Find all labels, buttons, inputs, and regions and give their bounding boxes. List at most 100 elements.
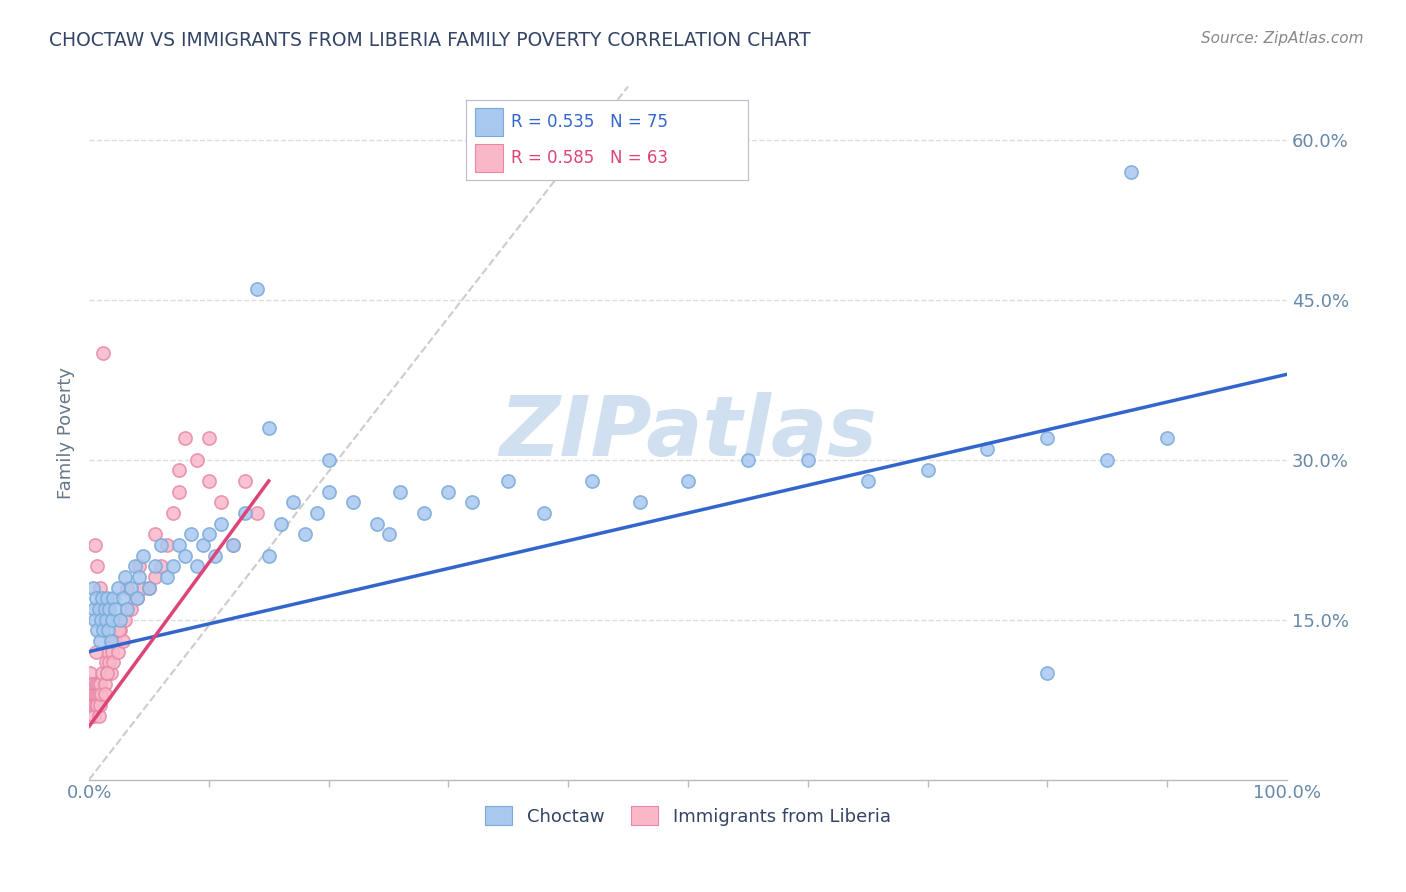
- Point: [162, 559, 184, 574]
- Point: [120, 581, 142, 595]
- Point: [174, 549, 197, 563]
- Point: [108, 624, 131, 638]
- Text: ZIPatlas: ZIPatlas: [499, 392, 877, 474]
- Point: [204, 549, 226, 563]
- Point: [132, 581, 155, 595]
- Point: [83, 708, 105, 723]
- Point: [87, 708, 110, 723]
- Point: [84, 645, 107, 659]
- Point: [149, 538, 172, 552]
- Point: [104, 602, 127, 616]
- Point: [191, 538, 214, 552]
- Point: [100, 634, 122, 648]
- Point: [101, 645, 124, 659]
- Point: [89, 698, 111, 712]
- Point: [79, 665, 101, 680]
- Point: [143, 570, 166, 584]
- Point: [91, 665, 114, 680]
- Point: [90, 687, 112, 701]
- Point: [98, 655, 121, 669]
- Point: [125, 591, 148, 606]
- Point: [82, 687, 104, 701]
- Point: [124, 559, 146, 574]
- Point: [91, 602, 114, 616]
- Point: [1036, 665, 1059, 680]
- Point: [101, 613, 124, 627]
- Point: [87, 676, 110, 690]
- Point: [82, 676, 104, 690]
- Point: [917, 463, 939, 477]
- Point: [93, 676, 115, 690]
- Point: [257, 420, 280, 434]
- Point: [114, 613, 136, 627]
- Point: [233, 474, 256, 488]
- Point: [128, 559, 150, 574]
- Point: [581, 474, 603, 488]
- Point: [111, 591, 134, 606]
- Point: [117, 581, 139, 595]
- Point: [437, 484, 460, 499]
- Point: [138, 581, 160, 595]
- Point: [107, 581, 129, 595]
- Point: [143, 527, 166, 541]
- Point: [84, 676, 107, 690]
- Point: [120, 602, 142, 616]
- Point: [86, 559, 108, 574]
- Point: [82, 581, 104, 595]
- Point: [91, 591, 114, 606]
- Point: [377, 527, 399, 541]
- Point: [101, 591, 124, 606]
- Point: [93, 602, 115, 616]
- Point: [100, 665, 122, 680]
- Point: [108, 624, 131, 638]
- Point: [246, 282, 269, 296]
- Point: [125, 591, 148, 606]
- Point: [222, 538, 245, 552]
- Point: [138, 581, 160, 595]
- Point: [198, 527, 221, 541]
- Point: [305, 506, 328, 520]
- Point: [132, 549, 155, 563]
- Point: [89, 634, 111, 648]
- Point: [94, 655, 117, 669]
- Point: [628, 495, 651, 509]
- Point: [114, 570, 136, 584]
- Point: [87, 602, 110, 616]
- Point: [156, 570, 179, 584]
- Point: [796, 452, 818, 467]
- Point: [84, 538, 107, 552]
- Point: [1119, 164, 1142, 178]
- Point: [342, 495, 364, 509]
- Point: [318, 484, 340, 499]
- Point: [96, 665, 118, 680]
- Point: [83, 698, 105, 712]
- Point: [96, 591, 118, 606]
- Point: [270, 516, 292, 531]
- Point: [222, 538, 245, 552]
- Point: [174, 431, 197, 445]
- Point: [198, 474, 221, 488]
- Point: [149, 559, 172, 574]
- Point: [128, 570, 150, 584]
- Point: [89, 687, 111, 701]
- Point: [84, 698, 107, 712]
- Point: [413, 506, 436, 520]
- Point: [856, 474, 879, 488]
- Point: [80, 676, 103, 690]
- Point: [107, 645, 129, 659]
- Point: [108, 613, 131, 627]
- Point: [1036, 431, 1059, 445]
- Point: [294, 527, 316, 541]
- Point: [86, 687, 108, 701]
- Point: [676, 474, 699, 488]
- Point: [318, 452, 340, 467]
- Point: [156, 538, 179, 552]
- Point: [366, 516, 388, 531]
- Point: [233, 506, 256, 520]
- Point: [80, 687, 103, 701]
- Point: [93, 624, 115, 638]
- Point: [976, 442, 998, 456]
- Point: [498, 474, 520, 488]
- Point: [1095, 452, 1118, 467]
- Point: [117, 602, 139, 616]
